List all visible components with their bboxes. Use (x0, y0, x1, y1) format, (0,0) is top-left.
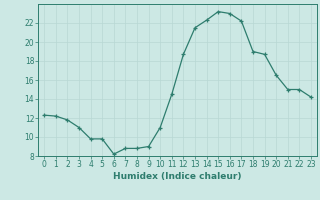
X-axis label: Humidex (Indice chaleur): Humidex (Indice chaleur) (113, 172, 242, 181)
